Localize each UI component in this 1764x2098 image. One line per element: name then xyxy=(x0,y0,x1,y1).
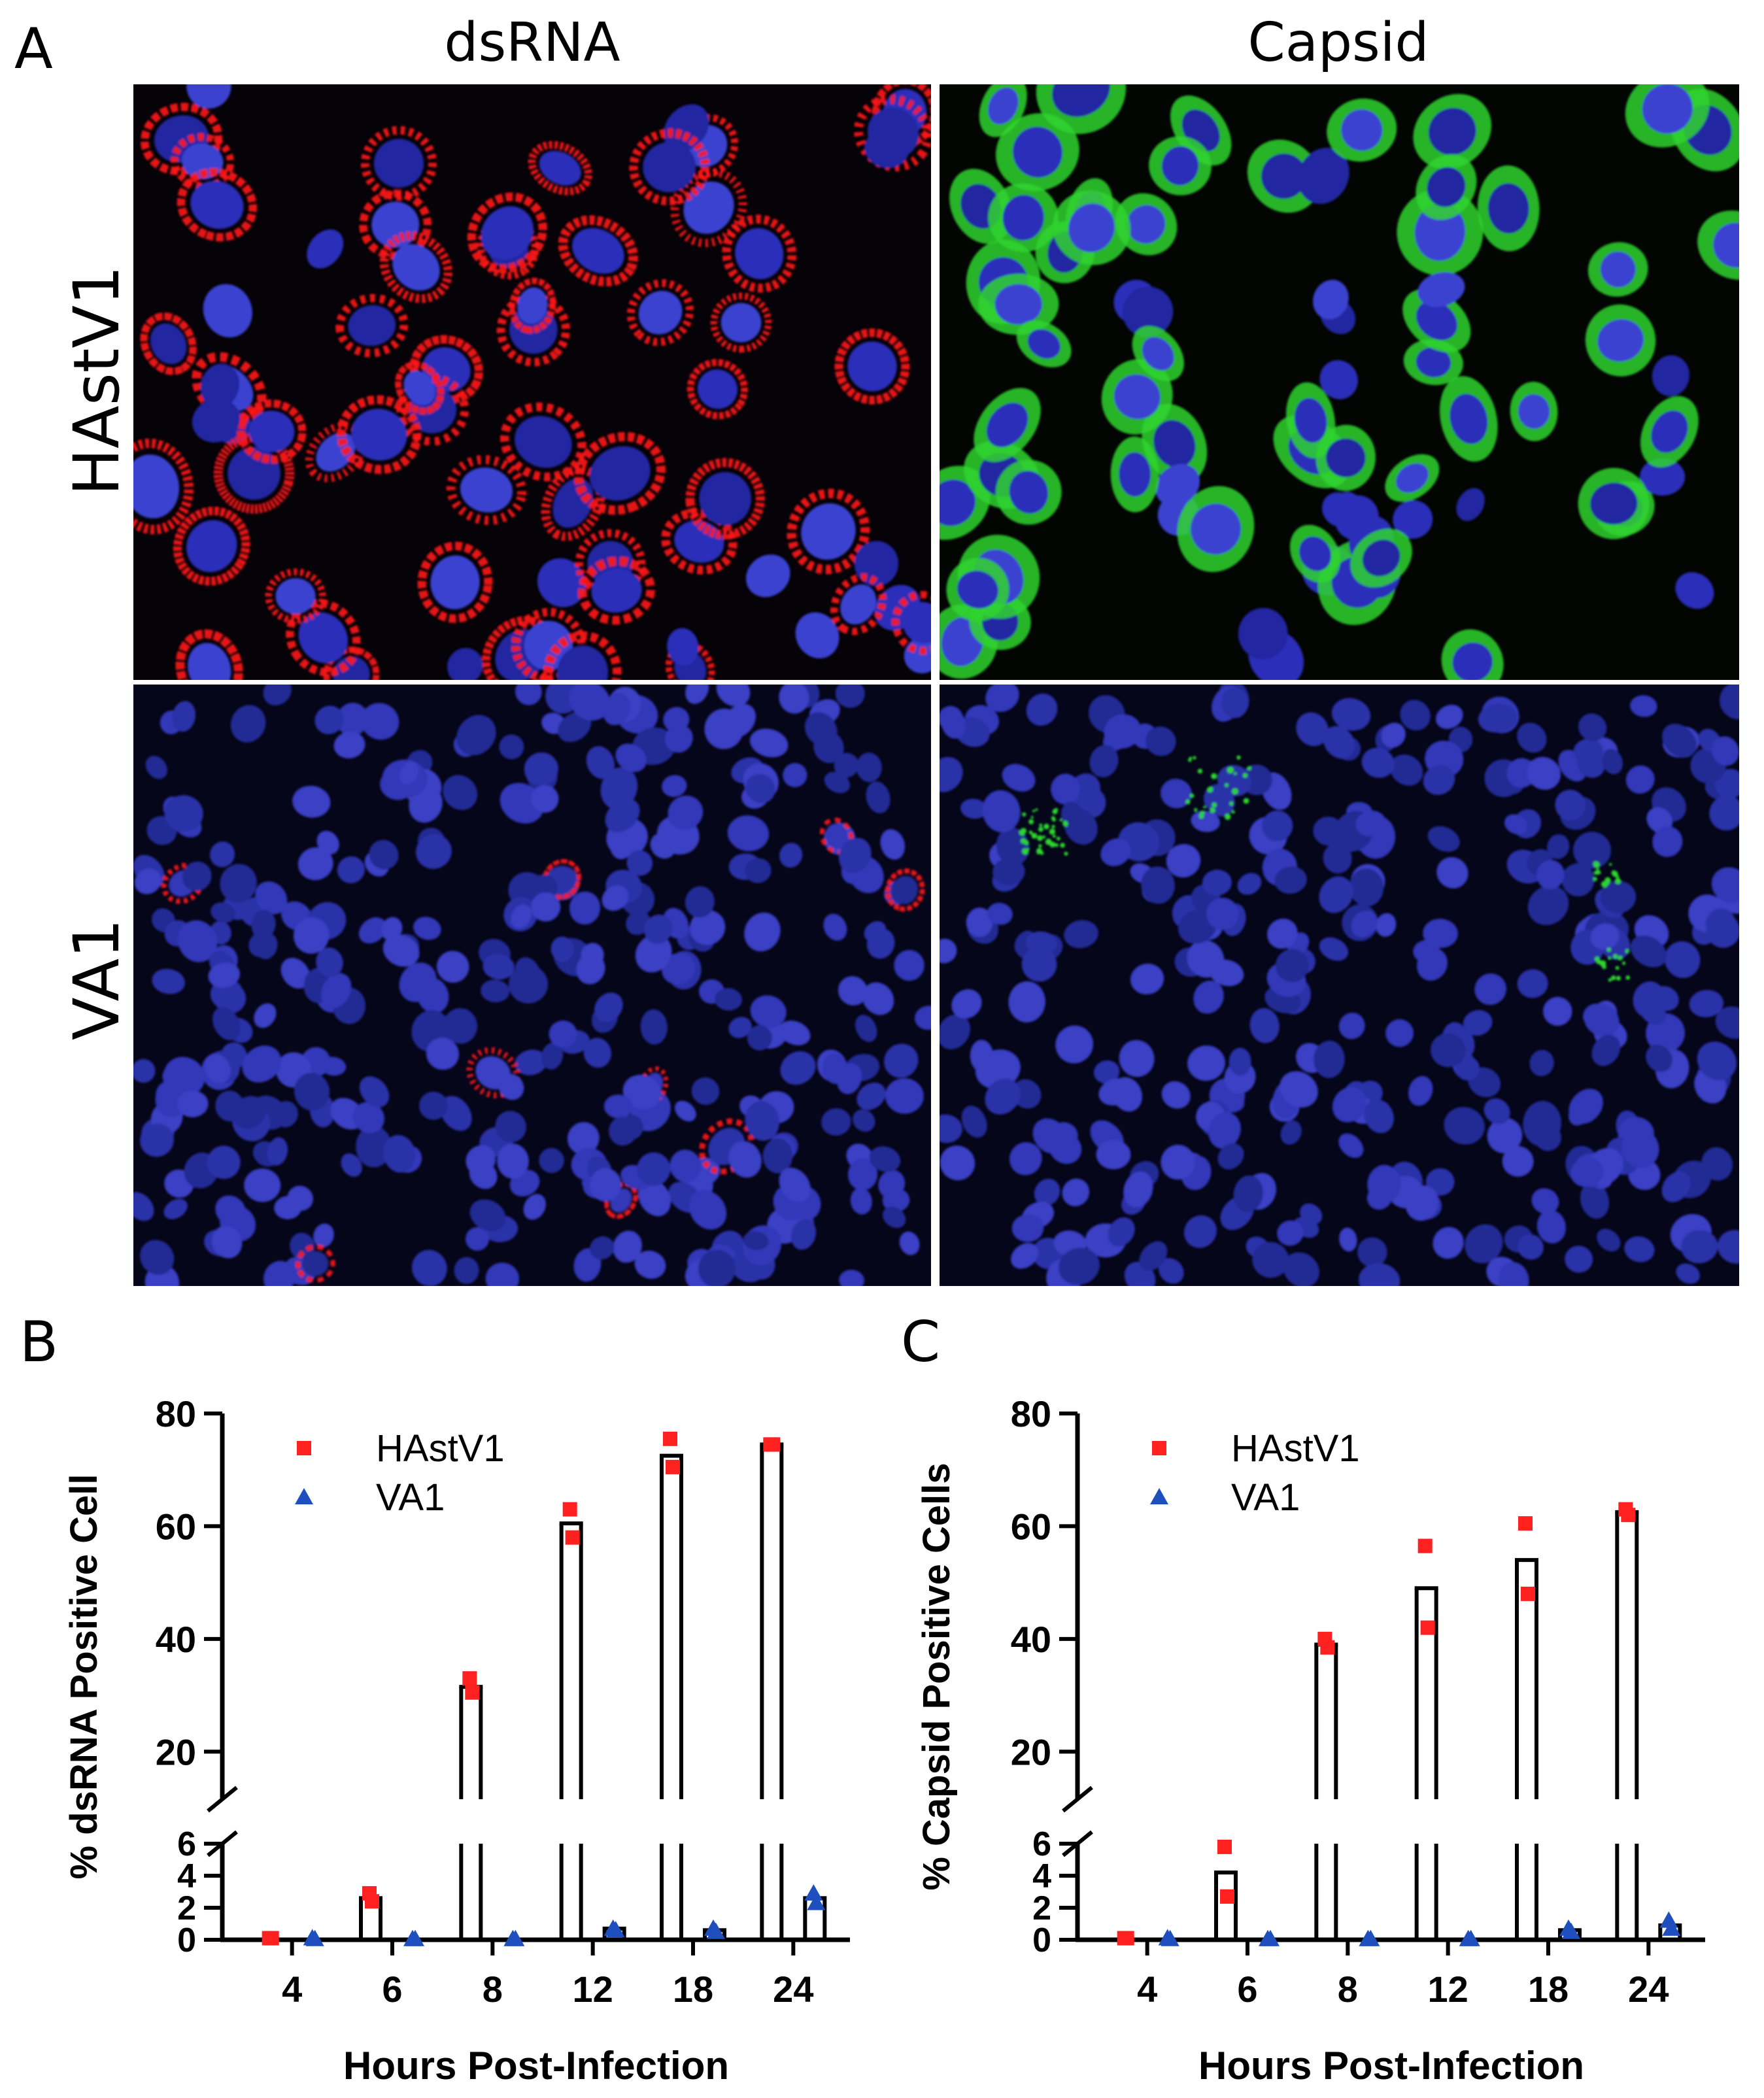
panel-b-label: B xyxy=(20,1310,58,1375)
y-tick-label: 6 xyxy=(1032,1825,1051,1863)
legend-marker-va1 xyxy=(295,1488,313,1504)
point-hastv1 xyxy=(766,1437,781,1452)
legend-marker-va1 xyxy=(1150,1488,1168,1504)
point-va1 xyxy=(707,1922,725,1939)
point-va1 xyxy=(1261,1929,1280,1946)
axis-break-mark xyxy=(1062,1785,1093,1813)
point-va1 xyxy=(1662,1919,1681,1936)
point-va1 xyxy=(1161,1929,1179,1946)
point-hastv1 xyxy=(666,1459,680,1474)
point-va1 xyxy=(1562,1922,1580,1939)
legend-label-va1: VA1 xyxy=(1231,1476,1300,1519)
point-hastv1 xyxy=(1420,1620,1435,1635)
legend-label-hastv1: HAstV1 xyxy=(376,1427,505,1470)
y-axis-label: % dsRNA Positive Cell xyxy=(63,1474,105,1880)
point-hastv1 xyxy=(1320,1640,1335,1655)
point-hastv1 xyxy=(562,1502,577,1517)
point-hastv1 xyxy=(1621,1508,1636,1523)
bar-hastv1 xyxy=(1615,1510,1639,1940)
point-hastv1 xyxy=(462,1671,477,1686)
legend-marker-hastv1 xyxy=(297,1441,311,1455)
point-hastv1 xyxy=(1518,1516,1533,1531)
panel-a-label: A xyxy=(14,16,53,82)
x-tick-label: 24 xyxy=(773,1969,813,2010)
row-title-hastv1: HAstV1 xyxy=(60,265,133,496)
legend-label-va1: VA1 xyxy=(376,1476,445,1519)
point-va1 xyxy=(1461,1929,1480,1946)
bar-hastv1 xyxy=(1314,1642,1338,1940)
point-hastv1 xyxy=(465,1685,480,1700)
x-tick-label: 8 xyxy=(1338,1969,1358,2010)
bar-hastv1 xyxy=(559,1521,583,1940)
legend-label-hastv1: HAstV1 xyxy=(1231,1427,1360,1470)
micrograph-hastv1-dsrna xyxy=(133,84,931,680)
y-tick-label: 0 xyxy=(177,1921,196,1959)
point-hastv1 xyxy=(1417,1538,1433,1553)
y-tick-label: 40 xyxy=(156,1619,196,1660)
bar-hastv1 xyxy=(1414,1586,1438,1940)
y-tick-label: 80 xyxy=(156,1393,196,1434)
y-tick-label: 6 xyxy=(177,1825,196,1863)
x-tick-label: 24 xyxy=(1628,1969,1669,2010)
y-axis-label: % Capsid Positive Cells xyxy=(915,1463,958,1890)
x-axis-label: Hours Post-Infection xyxy=(1198,2044,1584,2088)
bar-hastv1 xyxy=(1214,1870,1238,1942)
x-tick-label: 6 xyxy=(1237,1969,1257,2010)
point-hastv1 xyxy=(1217,1839,1232,1854)
y-tick-label: 0 xyxy=(1032,1921,1051,1959)
x-tick-label: 4 xyxy=(282,1969,302,2010)
bar-hastv1 xyxy=(760,1442,784,1940)
micrograph-va1-capsid xyxy=(940,685,1739,1286)
x-tick-label: 4 xyxy=(1137,1969,1157,2010)
y-tick-label: 2 xyxy=(177,1889,196,1927)
x-tick-label: 8 xyxy=(483,1969,503,2010)
y-tick-label: 60 xyxy=(156,1506,196,1547)
y-tick-label: 20 xyxy=(1011,1731,1051,1772)
column-title-capsid: Capsid xyxy=(1247,12,1429,74)
point-hastv1 xyxy=(1220,1889,1234,1904)
micrograph-hastv1-capsid xyxy=(940,84,1739,680)
y-tick-label: 80 xyxy=(1011,1393,1051,1434)
legend-marker-hastv1 xyxy=(1152,1441,1166,1455)
point-va1 xyxy=(506,1929,525,1946)
bar-hastv1 xyxy=(1515,1558,1538,1940)
x-tick-label: 12 xyxy=(573,1969,613,2010)
x-tick-label: 18 xyxy=(1528,1969,1569,2010)
x-tick-label: 18 xyxy=(673,1969,713,2010)
point-va1 xyxy=(606,1921,625,1938)
row-title-va1: VA1 xyxy=(60,918,133,1041)
x-axis-label: Hours Post-Infection xyxy=(343,2044,729,2088)
y-tick-label: 60 xyxy=(1011,1506,1051,1547)
point-va1 xyxy=(804,1884,823,1901)
y-tick-label: 4 xyxy=(1032,1857,1051,1895)
point-va1 xyxy=(406,1929,424,1946)
point-va1 xyxy=(807,1893,826,1910)
micrograph-va1-dsrna xyxy=(133,685,931,1286)
y-tick-label: 40 xyxy=(1011,1619,1051,1660)
x-tick-label: 12 xyxy=(1428,1969,1468,2010)
point-hastv1 xyxy=(264,1931,279,1946)
y-tick-label: 20 xyxy=(156,1731,196,1772)
x-tick-label: 6 xyxy=(382,1969,402,2010)
point-hastv1 xyxy=(565,1530,580,1545)
point-hastv1 xyxy=(1119,1931,1134,1946)
y-tick-label: 2 xyxy=(1032,1889,1051,1927)
point-hastv1 xyxy=(1521,1586,1535,1601)
point-hastv1 xyxy=(663,1431,677,1446)
bar-hastv1 xyxy=(459,1685,483,1940)
point-va1 xyxy=(1361,1929,1380,1946)
axis-break-mark xyxy=(207,1785,238,1813)
column-title-dsrna: dsRNA xyxy=(444,12,620,74)
y-tick-label: 4 xyxy=(177,1857,196,1895)
point-va1 xyxy=(305,1929,324,1946)
point-hastv1 xyxy=(365,1894,379,1909)
panel-c-label: C xyxy=(901,1310,941,1375)
bar-hastv1 xyxy=(660,1453,683,1940)
